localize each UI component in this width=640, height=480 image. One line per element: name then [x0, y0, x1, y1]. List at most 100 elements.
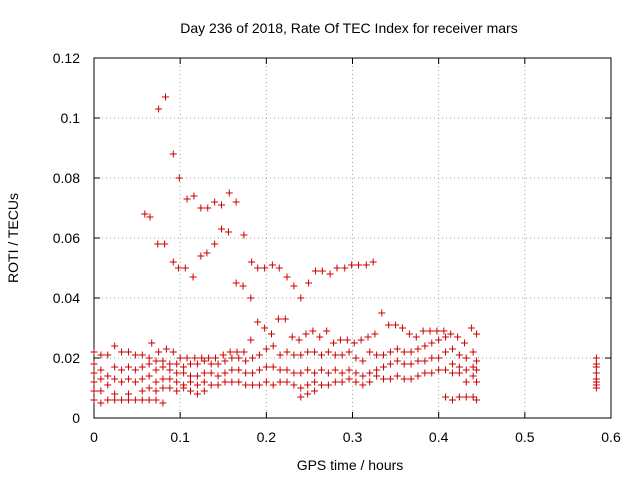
data-point	[428, 354, 436, 362]
data-point	[366, 369, 374, 377]
data-point	[197, 252, 205, 260]
data-point	[447, 330, 455, 338]
data-point	[176, 354, 184, 362]
data-point	[345, 348, 353, 356]
data-point	[317, 351, 325, 359]
data-point	[295, 336, 303, 344]
data-point	[352, 369, 360, 377]
data-point	[405, 330, 413, 338]
data-point	[232, 279, 240, 287]
data-point	[261, 324, 269, 332]
data-point	[290, 381, 298, 389]
data-point	[124, 390, 132, 398]
x-tick-label: 0.2	[257, 429, 277, 445]
data-point	[592, 384, 600, 392]
data-point	[181, 264, 189, 272]
data-point	[462, 378, 470, 386]
data-point	[359, 372, 367, 380]
data-point	[274, 315, 282, 323]
y-tick-label: 0.04	[53, 290, 80, 306]
data-point	[414, 357, 422, 365]
data-point	[442, 348, 450, 356]
data-point	[378, 309, 386, 317]
x-tick-label: 0.1	[170, 429, 190, 445]
data-point	[269, 381, 277, 389]
data-point	[304, 366, 312, 374]
data-point	[473, 378, 481, 386]
data-point	[224, 228, 232, 236]
data-point	[90, 387, 98, 395]
data-point	[592, 369, 600, 377]
data-point	[269, 342, 277, 350]
data-point	[309, 327, 317, 335]
data-point	[104, 396, 112, 404]
data-point	[324, 369, 332, 377]
data-point	[159, 357, 167, 365]
data-point	[173, 360, 181, 368]
data-point	[473, 366, 481, 374]
data-points	[90, 93, 600, 407]
data-point	[455, 351, 463, 359]
data-point	[400, 360, 408, 368]
data-point	[386, 360, 394, 368]
data-point	[111, 363, 119, 371]
data-point	[118, 366, 126, 374]
data-point	[331, 351, 339, 359]
data-point	[173, 378, 181, 386]
x-tick-label: 0.6	[601, 429, 621, 445]
data-point	[145, 354, 153, 362]
data-point	[326, 270, 334, 278]
data-point	[345, 366, 353, 374]
data-point	[152, 378, 160, 386]
data-point	[111, 342, 119, 350]
data-point	[455, 363, 463, 371]
data-point	[138, 396, 146, 404]
data-point	[248, 258, 256, 266]
data-point	[305, 279, 313, 287]
data-point	[240, 231, 248, 239]
data-point	[187, 387, 195, 395]
data-point	[380, 351, 388, 359]
data-point	[249, 369, 257, 377]
data-point	[124, 363, 132, 371]
data-point	[155, 348, 163, 356]
data-point	[421, 342, 429, 350]
data-point	[461, 339, 469, 347]
data-point	[261, 264, 269, 272]
data-point	[214, 372, 222, 380]
data-point	[324, 348, 332, 356]
data-point	[169, 150, 177, 158]
data-point	[262, 345, 270, 353]
data-point	[152, 357, 160, 365]
data-point	[154, 240, 162, 248]
data-point	[187, 360, 195, 368]
x-tick-label: 0.5	[515, 429, 535, 445]
data-point	[228, 354, 236, 362]
data-point	[211, 198, 219, 206]
data-point	[232, 198, 240, 206]
data-point	[131, 351, 139, 359]
data-point	[141, 210, 149, 218]
data-point	[386, 348, 394, 356]
data-point	[473, 330, 481, 338]
data-point	[469, 372, 477, 380]
data-point	[111, 390, 119, 398]
data-point	[218, 225, 226, 233]
data-point	[242, 357, 250, 365]
data-point	[207, 369, 215, 377]
x-tick-label: 0	[90, 429, 98, 445]
data-point	[200, 378, 208, 386]
data-point	[440, 327, 448, 335]
data-point	[290, 351, 298, 359]
data-point	[421, 369, 429, 377]
data-point	[302, 330, 310, 338]
data-point	[398, 324, 406, 332]
data-point	[169, 258, 177, 266]
data-point	[221, 378, 229, 386]
data-point	[297, 384, 305, 392]
data-point	[407, 360, 415, 368]
data-point	[180, 363, 188, 371]
data-point	[276, 351, 284, 359]
data-point	[317, 366, 325, 374]
data-point	[214, 381, 222, 389]
